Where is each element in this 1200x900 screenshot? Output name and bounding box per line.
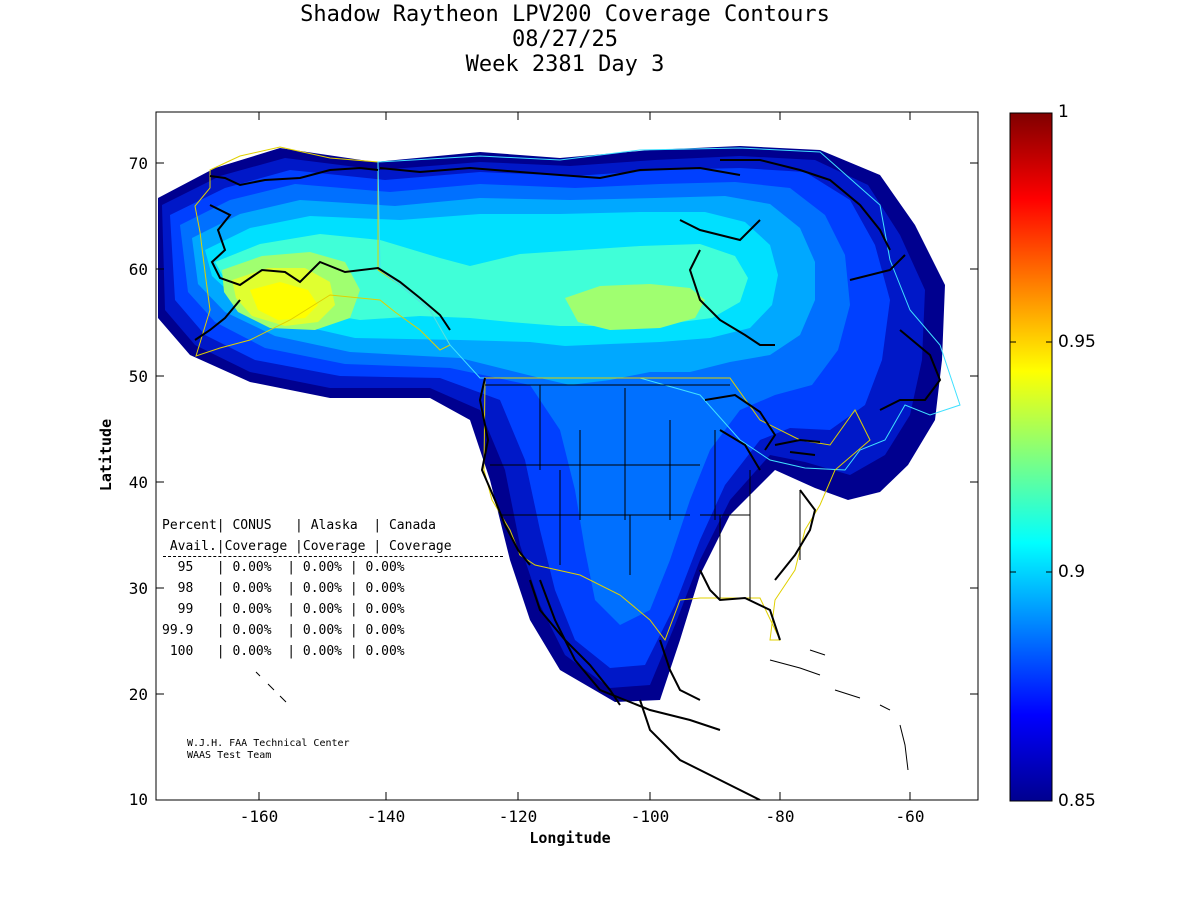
coverage-table-row: 100 | 0.00% | 0.00% | 0.00% [162, 644, 405, 659]
alaska-boundary [194, 146, 451, 357]
x-tick-label: -60 [896, 807, 925, 826]
coverage-table-row: 95 | 0.00% | 0.00% | 0.00% [162, 560, 405, 575]
coverage-table-header1: Percent| CONUS | Alaska | Canada [162, 518, 436, 533]
credit-line1: W.J.H. FAA Technical Center [187, 738, 350, 749]
plot-frame [155, 111, 979, 801]
credit-line2: WAAS Test Team [187, 750, 272, 761]
us-state-borders [485, 384, 801, 600]
axis-ticks [156, 112, 978, 800]
colorbar-label-min: 0.85 [1058, 791, 1096, 811]
colorbar-ticks [1010, 341, 1052, 573]
colorbar-label: 0.9 [1058, 562, 1086, 582]
y-tick-label: 20 [129, 685, 148, 704]
x-tick-label: -160 [240, 807, 279, 826]
y-tick-label: 70 [129, 154, 148, 173]
great-lakes [704, 393, 821, 471]
coverage-table-row: 99 | 0.00% | 0.00% | 0.00% [162, 602, 405, 617]
colorbar-label-max: 1 [1058, 102, 1069, 122]
x-tick-label: -80 [766, 807, 795, 826]
canada-coastline [379, 159, 942, 411]
y-tick-label: 10 [129, 790, 148, 809]
coverage-contour-094 [250, 282, 318, 320]
alaska-coastline [194, 166, 451, 341]
colorbar [1009, 112, 1053, 802]
y-tick-label: 30 [129, 579, 148, 598]
x-tick-label: -140 [367, 807, 406, 826]
y-tick-label: 50 [129, 367, 148, 386]
coverage-table-divider [163, 556, 503, 557]
colorbar-label: 0.95 [1058, 332, 1096, 352]
hawaii-islands [255, 671, 287, 703]
us-coastline [478, 377, 817, 800]
canada-boundary [377, 147, 961, 471]
y-tick-label: 60 [129, 260, 148, 279]
coverage-table-row: 98 | 0.00% | 0.00% | 0.00% [162, 581, 405, 596]
caribbean-islands [769, 649, 909, 771]
y-axis-title: Latitude [97, 419, 115, 491]
coverage-table-header2: Avail.|Coverage |Coverage | Coverage [162, 539, 452, 554]
x-axis-title: Longitude [529, 829, 610, 847]
y-tick-label: 40 [129, 473, 148, 492]
x-tick-label: -120 [499, 807, 538, 826]
chart-title-line2: 08/27/25 [512, 27, 618, 52]
coverage-contour-092b [565, 284, 705, 330]
mexico-coastline [539, 579, 721, 731]
x-tick-label: -100 [631, 807, 670, 826]
chart-title-line3: Week 2381 Day 3 [465, 52, 665, 77]
coverage-table-row: 99.9 | 0.00% | 0.00% | 0.00% [162, 623, 405, 638]
chart-title-line1: Shadow Raytheon LPV200 Coverage Contours [300, 2, 830, 27]
